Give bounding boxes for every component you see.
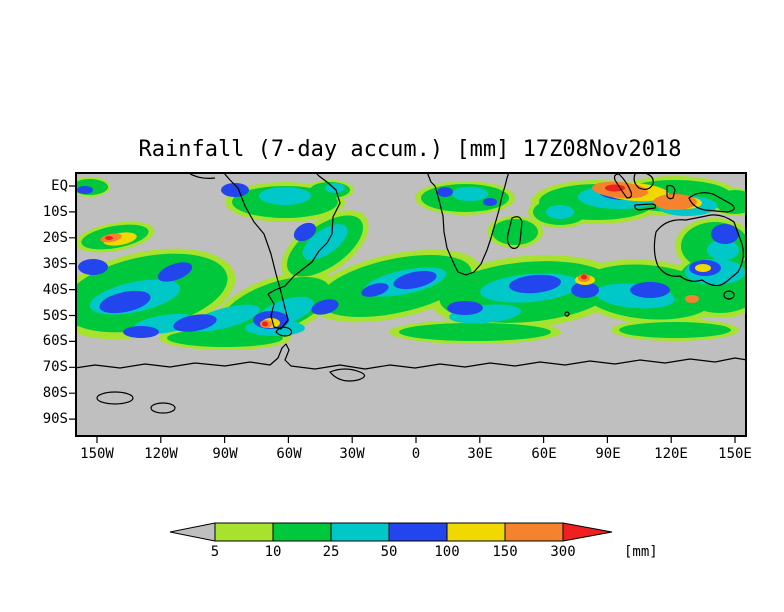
south-america-coast [222,172,341,330]
sulawesi-coast [666,184,676,200]
axis-ticks [69,185,736,443]
legend-25-50 [330,522,390,542]
ice-shelf-outline-2 [150,402,176,414]
lon-label-60w: 60W [276,446,302,462]
lat-label-40s: 40S [42,282,68,298]
tierra-del-fuego [275,326,293,337]
legend-label-25: 25 [323,544,340,560]
antarctica-fill [75,344,747,437]
lon-label-30e: 30E [467,446,493,462]
lat-label-30s: 30S [42,256,68,272]
ice-shelf-outline-1 [96,391,134,405]
legend-above-300 [562,522,613,542]
legend-50-100 [388,522,448,542]
lon-label-90e: 90E [595,446,621,462]
lon-label-60e: 60E [531,446,557,462]
legend-label-50: 50 [381,544,398,560]
lat-label-10s: 10S [42,204,68,220]
legend-label-10: 10 [265,544,282,560]
new-guinea-coast [688,192,735,213]
lon-label-150w: 150W [80,446,114,462]
legend-label-100: 100 [434,544,459,560]
lon-label-30w: 30W [339,446,365,462]
legend-label-150: 150 [492,544,517,560]
lon-label-90w: 90W [212,446,238,462]
lon-label-0: 0 [411,446,421,462]
legend-100-150 [446,522,506,542]
africa-coast [426,172,510,276]
lon-label-150e: 150E [718,446,752,462]
tasmania-coast [723,290,735,300]
chart-title: Rainfall (7-day accum.) [mm] 17Z08Nov201… [138,137,682,162]
legend-label-5: 5 [211,544,219,560]
lat-label-90s: 90S [42,411,68,427]
legend-5-10 [214,522,274,542]
lat-label-50s: 50S [42,308,68,324]
lon-label-120w: 120W [144,446,178,462]
lat-label-eq: EQ [51,178,68,194]
borneo-coast [633,172,654,190]
map-frame [75,172,747,437]
lat-label-70s: 70S [42,359,68,375]
lat-label-60s: 60S [42,333,68,349]
kerguelen-island [564,311,570,317]
legend-150-300 [504,522,564,542]
lat-label-20s: 20S [42,230,68,246]
lat-label-80s: 80S [42,385,68,401]
lon-label-120e: 120E [654,446,688,462]
legend-unit-label: [mm] [624,544,658,560]
sumatra-coast [613,173,633,199]
antarctica-coast [75,343,747,370]
java-coast [634,203,657,211]
ice-shelf-outline-3 [329,368,366,382]
legend-10-25 [272,522,332,542]
australia-coast [653,214,744,287]
legend-labels: 5 10 25 50 100 150 300 [mm] [211,544,658,560]
rainfall-map [69,172,747,443]
coastlines [75,172,747,414]
madagascar-coast [506,216,523,249]
color-legend: 5 10 25 50 100 150 300 [mm] [169,522,658,560]
legend-label-300: 300 [550,544,575,560]
legend-below-5 [169,522,216,542]
rain-layer-above-300 [105,184,625,327]
